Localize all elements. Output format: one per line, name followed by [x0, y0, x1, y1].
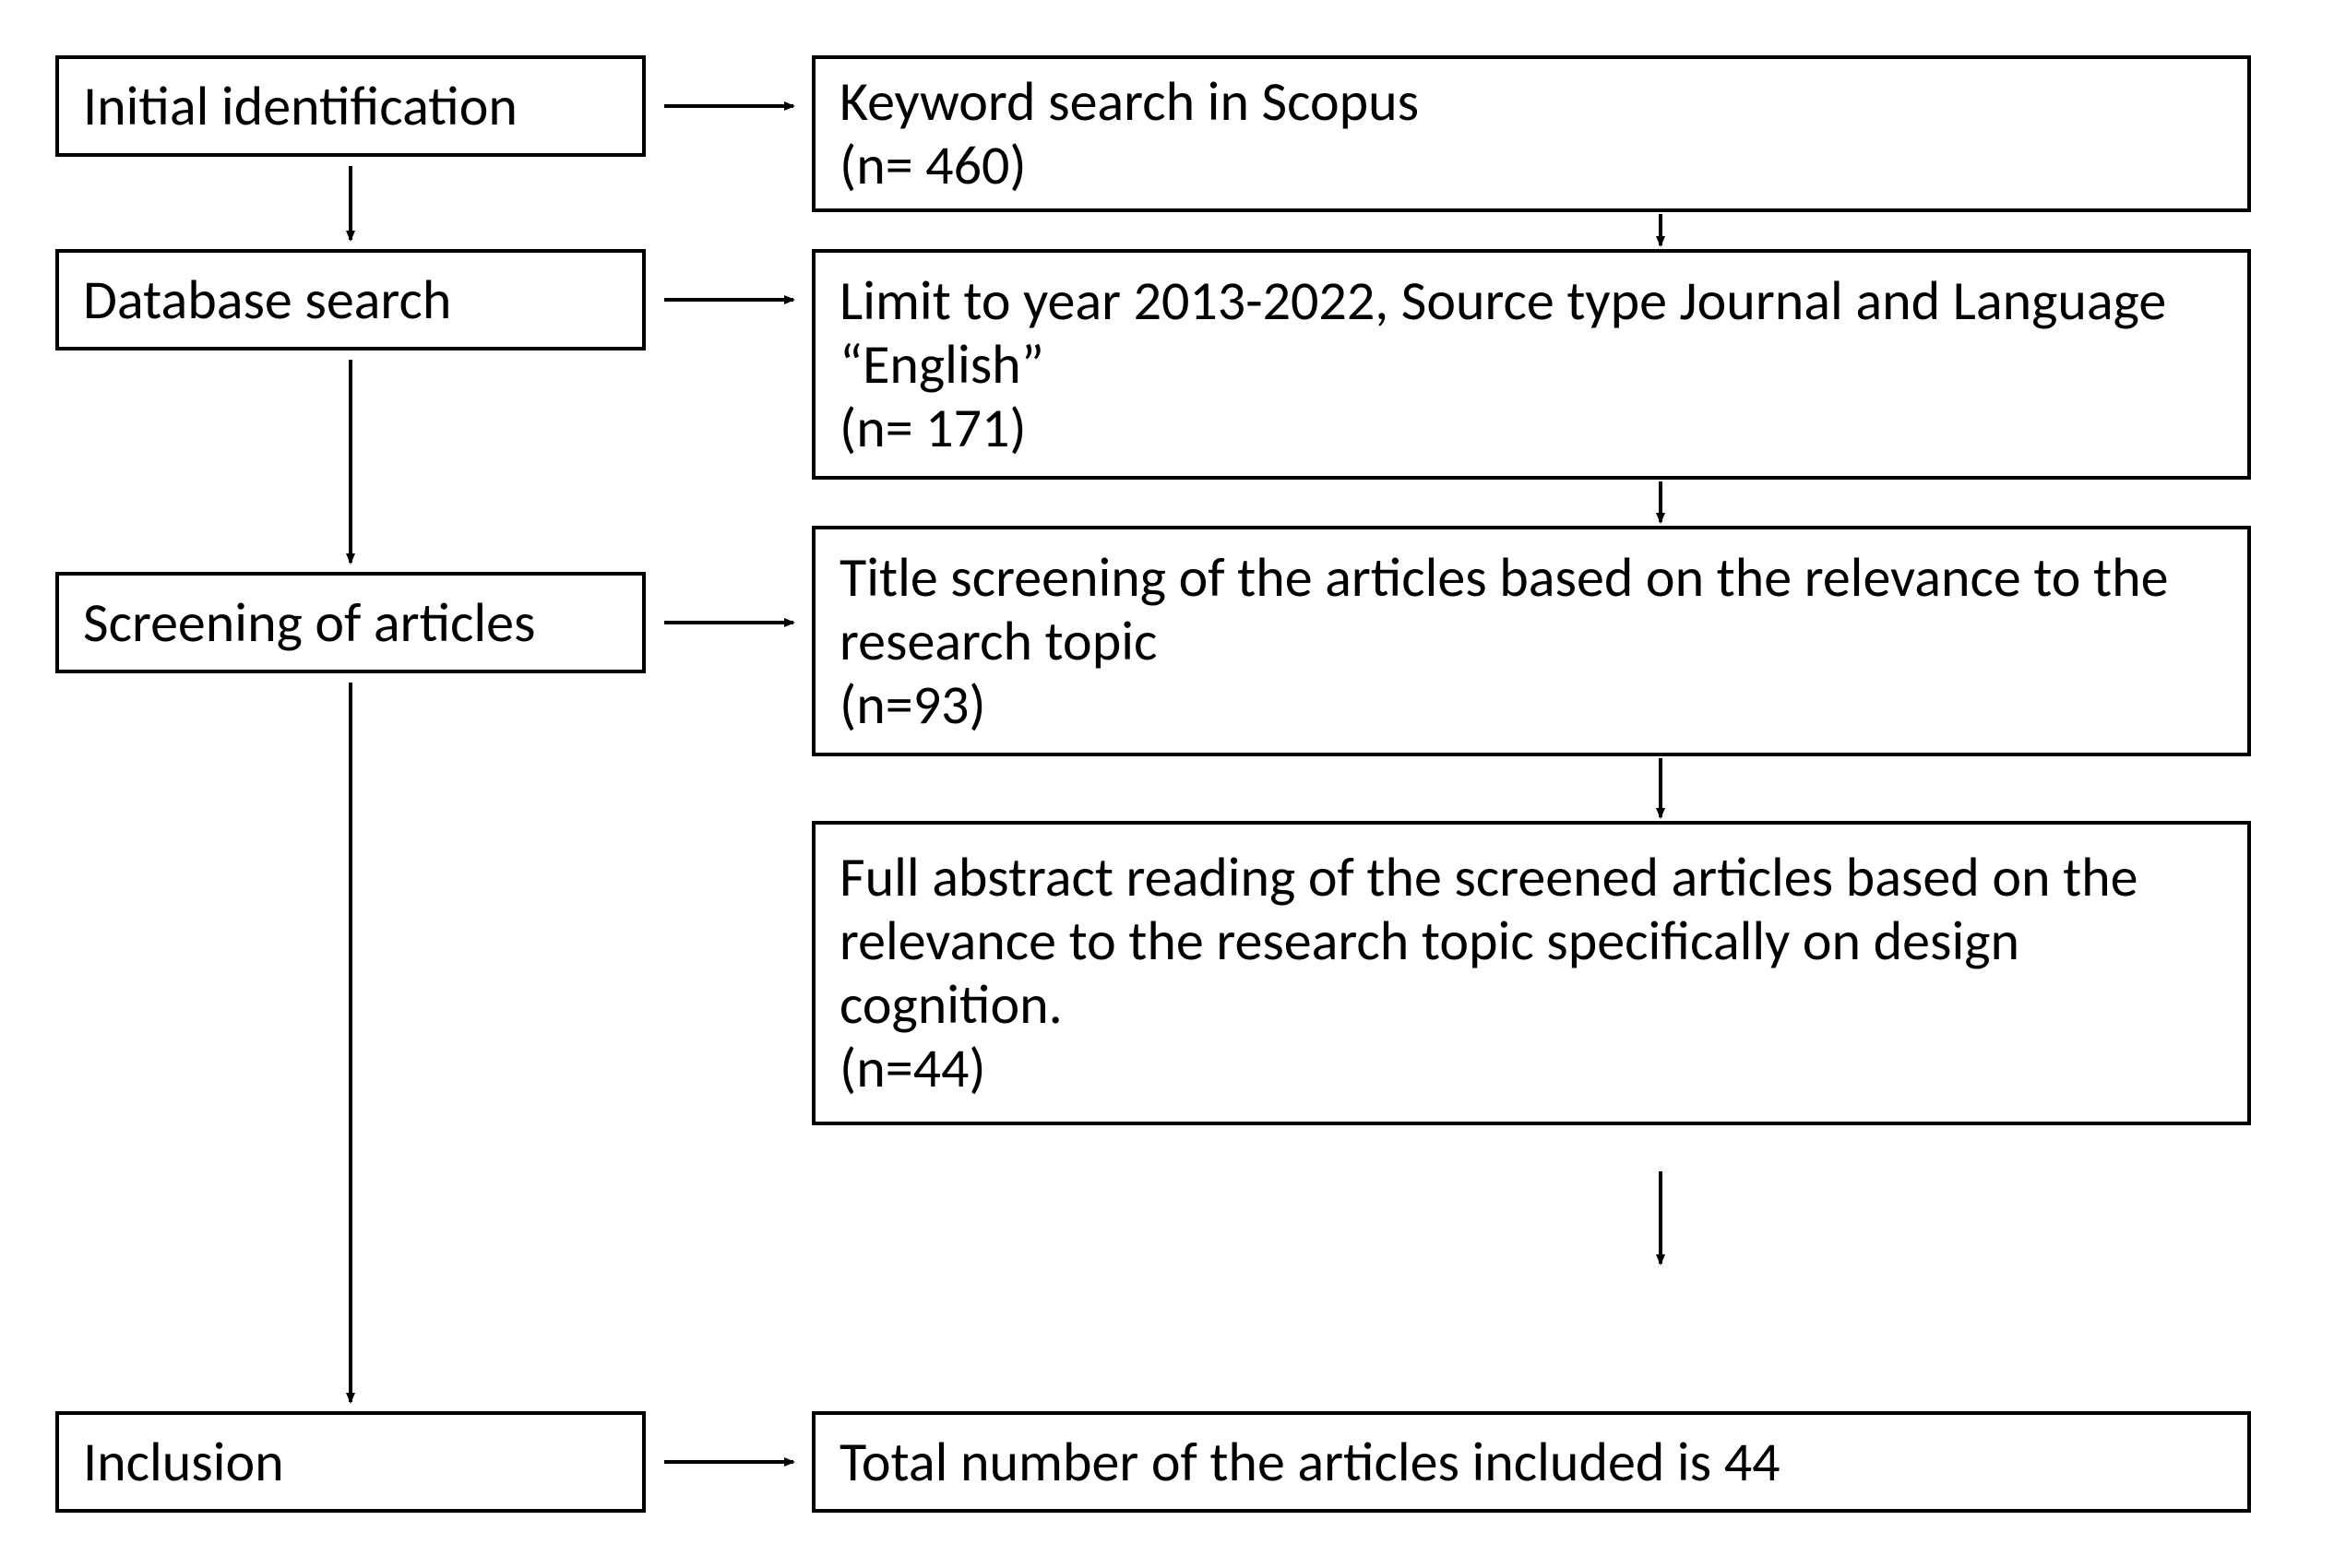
flowchart-node-L4: Inclusion	[55, 1411, 646, 1513]
flowchart-node-text: Keyword search in Scopus (n= 460)	[840, 70, 2223, 197]
flowchart-node-L2: Database search	[55, 249, 646, 350]
flowchart-node-R3: Title screening of the articles based on…	[812, 526, 2251, 756]
flowchart-node-text: Database search	[83, 268, 618, 332]
flowchart-arrows	[0, 0, 2334, 1568]
flowchart-node-text: Initial identification	[83, 75, 618, 138]
flowchart-node-text: Full abstract reading of the screened ar…	[840, 846, 2223, 1100]
flowchart-node-R2: Limit to year 2013-2022, Source type Jou…	[812, 249, 2251, 480]
flowchart-node-text: Inclusion	[83, 1431, 618, 1494]
flowchart-node-text: Screening of articles	[83, 591, 618, 655]
flowchart-node-L1: Initial identification	[55, 55, 646, 157]
flowchart-node-L3: Screening of articles	[55, 572, 646, 673]
flowchart-node-text: Limit to year 2013-2022, Source type Jou…	[840, 269, 2223, 460]
flowchart-node-R4: Full abstract reading of the screened ar…	[812, 821, 2251, 1125]
flowchart-node-text: Total number of the articles included is…	[840, 1431, 2223, 1494]
flowchart-node-R5: Total number of the articles included is…	[812, 1411, 2251, 1513]
flowchart-node-text: Title screening of the articles based on…	[840, 546, 2223, 737]
flowchart-node-R1: Keyword search in Scopus (n= 460)	[812, 55, 2251, 212]
